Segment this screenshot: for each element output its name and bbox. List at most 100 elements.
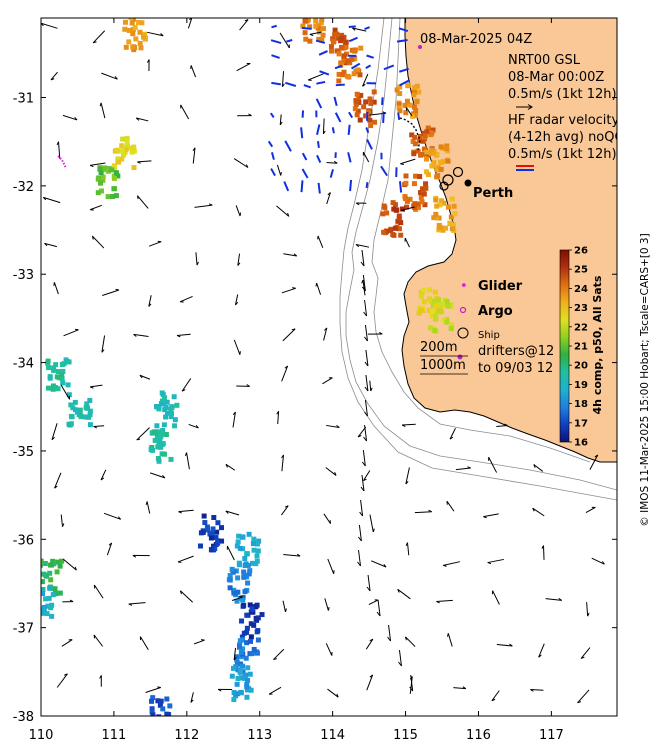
sst-pixel [119,143,125,149]
sst-pixel [392,225,398,231]
current-arrow [190,692,194,703]
sst-pixel [68,402,74,408]
current-arrow [192,147,196,164]
current-arrow [357,426,367,438]
hf-vector [398,181,403,193]
map-annotations: 08-Mar-2025 04Z NRT00 GSL 08-Mar 00:00Z … [420,32,617,376]
sst-pixel [245,665,251,671]
sst-pixel [247,568,253,574]
hf-vector [316,80,326,85]
argo-marker [418,45,422,49]
city-label-perth: Perth [473,186,513,201]
sst-pixel [33,610,38,615]
sst-pixel [381,229,387,235]
current-arrow [102,288,120,297]
sst-pixel [172,417,178,423]
sst-pixel [156,714,162,716]
sst-pixel [209,546,215,552]
current-arrow [136,427,150,441]
sst-pixel [423,185,429,191]
sst-pixel [128,18,134,21]
sst-pixel [100,174,106,180]
current-arrow [365,638,374,650]
sst-pixel [97,166,103,172]
current-arrow [586,602,590,617]
sst-pixel [44,611,50,617]
sst-pixel [133,36,139,42]
sst-pixel [249,651,255,657]
sst-pixel [349,56,355,62]
sst-pixel [237,638,243,644]
sst-pixel [137,40,143,46]
sst-pixel [234,681,240,687]
isobath-200m-label: 200m [420,340,457,355]
sst-pixel [441,200,447,206]
sst-pixel [141,34,147,40]
current-arrow [455,466,471,471]
sst-pixel [424,169,430,175]
current-arrow [187,18,193,29]
current-arrow [180,104,190,120]
sst-pixel [231,587,237,593]
current-arrow [541,545,545,560]
sst-pixel [412,201,418,207]
colorbar-gradient [559,249,570,443]
sst-pixel [418,293,424,299]
hf-vector [398,27,409,33]
current-arrow [585,506,596,513]
sst-pixel [254,553,260,559]
current-arrow [217,688,233,692]
hf-vector [315,39,326,44]
hf-vector [269,112,275,119]
current-arrow [580,647,591,659]
current-arrow [361,274,366,292]
sst-pixel [246,571,252,577]
hf-vector [334,64,343,70]
sst-pixel [165,728,170,733]
sst-pixel [235,539,241,545]
sst-pixel [414,83,420,89]
sst-pixel [427,287,433,293]
sst-pixel [431,160,437,166]
sst-pixel [46,385,52,391]
sst-pixel [302,30,308,36]
current-arrows [41,18,605,704]
credit-text: © IMOS 11-Mar-2025 15:00 Hobart; Tscale=… [639,233,651,526]
sst-pixel [434,215,440,221]
current-arrow [93,584,104,599]
sst-pixel [229,566,235,572]
current-arrow [90,204,103,211]
sst-pixel [123,44,129,50]
sst-pixel [72,399,78,405]
current-arrow [357,549,362,567]
hf-vector [270,39,282,45]
sst-pixel [345,58,351,64]
current-arrow [364,349,369,367]
sst-pixel [251,646,257,652]
sst-pixel [167,726,172,731]
hf-vector [365,182,369,189]
colorbar-tick-label: 18 [574,399,588,410]
sst-pixel [157,438,163,444]
sst-pixel [391,206,397,212]
hf-vector [301,168,309,179]
sst-pixel [438,144,444,150]
sst-pixel [358,92,364,98]
sst-pixel [236,533,242,539]
hf-vector [348,111,354,119]
current-arrow [233,158,249,168]
sst-pixel [163,405,169,411]
current-arrow [139,636,149,651]
current-arrow [235,205,242,217]
sst-pixel [147,728,152,733]
current-arrow [279,114,283,126]
sst-pixel [245,677,251,683]
sst-pixel [59,558,65,564]
current-arrow [405,542,410,556]
current-arrow [362,151,370,163]
sst-pixel [41,579,45,585]
sst-pixel [430,127,436,133]
sst-pixel [77,407,83,413]
sst-pixel [150,695,156,701]
sst-pixel [419,199,425,205]
